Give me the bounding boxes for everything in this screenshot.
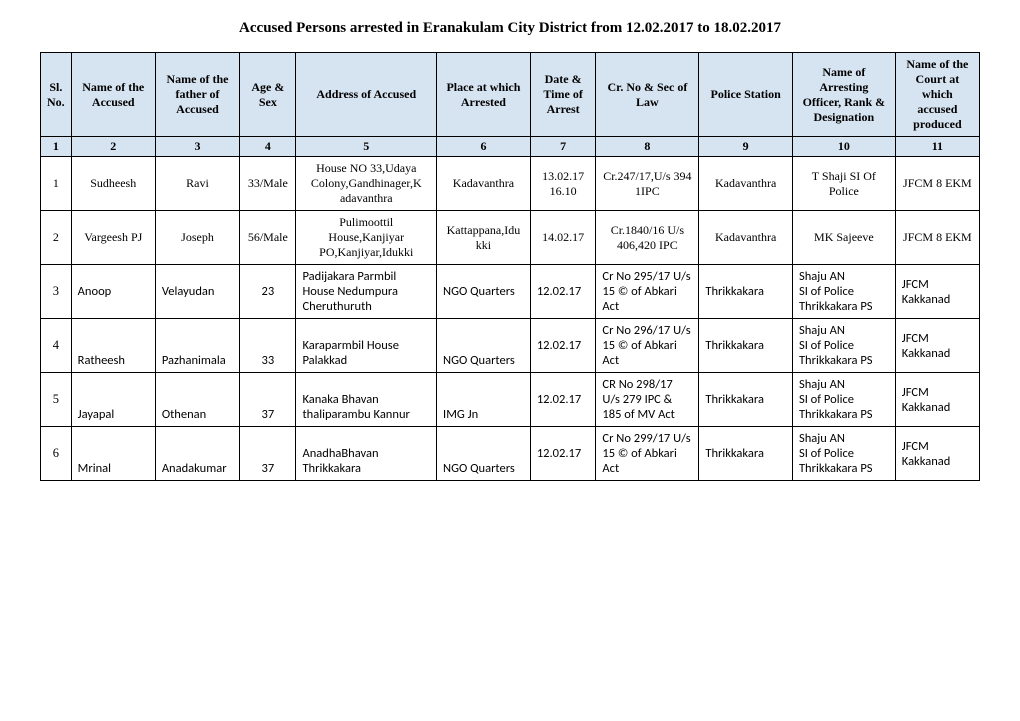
table-cell: 3 xyxy=(41,265,72,319)
colnum: 5 xyxy=(296,137,437,157)
table-cell: Kattappana,Idu kki xyxy=(437,211,531,265)
col-crno: Cr. No & Sec of Law xyxy=(596,53,699,137)
table-cell: 14.02.17 xyxy=(530,211,596,265)
table-cell: Ratheesh xyxy=(71,319,155,373)
colnum: 3 xyxy=(155,137,239,157)
table-cell: JFCM Kakkanad xyxy=(895,427,979,481)
col-officer: Name of Arresting Officer, Rank & Design… xyxy=(792,53,895,137)
colnum: 6 xyxy=(437,137,531,157)
table-cell: Joseph xyxy=(155,211,239,265)
table-cell: Shaju ANSI of Police Thrikkakara PS xyxy=(792,265,895,319)
table-cell: 12.02.17 xyxy=(530,427,596,481)
table-cell: Anoop xyxy=(71,265,155,319)
table-cell: Cr No 299/17 U/s 15 © of Abkari Act xyxy=(596,427,699,481)
table-cell: Jayapal xyxy=(71,373,155,427)
table-row: 4RatheeshPazhanimala33Karaparmbil House … xyxy=(41,319,980,373)
table-cell: Velayudan xyxy=(155,265,239,319)
col-name: Name of the Accused xyxy=(71,53,155,137)
table-cell: NGO Quarters xyxy=(437,265,531,319)
table-row: 1SudheeshRavi33/MaleHouse NO 33,Udaya Co… xyxy=(41,157,980,211)
page-title: Accused Persons arrested in Eranakulam C… xyxy=(40,20,980,37)
table-cell: JFCM Kakkanad xyxy=(895,265,979,319)
col-sl: Sl. No. xyxy=(41,53,72,137)
number-header-row: 1 2 3 4 5 6 7 8 9 10 11 xyxy=(41,137,980,157)
table-cell: 13.02.17 16.10 xyxy=(530,157,596,211)
table-cell: 23 xyxy=(240,265,296,319)
table-cell: Kadavanthra xyxy=(437,157,531,211)
col-place: Place at which Arrested xyxy=(437,53,531,137)
table-cell: 37 xyxy=(240,373,296,427)
table-cell: Thrikkakara xyxy=(699,265,793,319)
col-datetime: Date & Time of Arrest xyxy=(530,53,596,137)
colnum: 2 xyxy=(71,137,155,157)
table-cell: Othenan xyxy=(155,373,239,427)
table-cell: NGO Quarters xyxy=(437,319,531,373)
table-cell: Thrikkakara xyxy=(699,373,793,427)
col-court: Name of the Court at which accused produ… xyxy=(895,53,979,137)
table-cell: Cr.247/17,U/s 394 1IPC xyxy=(596,157,699,211)
arrest-table: Sl. No. Name of the Accused Name of the … xyxy=(40,52,980,481)
table-cell: Sudheesh xyxy=(71,157,155,211)
table-cell: Pulimoottil House,Kanjiyar PO,Kanjiyar,I… xyxy=(296,211,437,265)
colnum: 7 xyxy=(530,137,596,157)
table-cell: 2 xyxy=(41,211,72,265)
colnum: 9 xyxy=(699,137,793,157)
table-cell: Padijakara Parmbil House Nedumpura Cheru… xyxy=(296,265,437,319)
table-cell: CR No 298/17 U/s 279 IPC & 185 of MV Act xyxy=(596,373,699,427)
table-row: 3AnoopVelayudan23Padijakara Parmbil Hous… xyxy=(41,265,980,319)
table-cell: Cr.1840/16 U/s 406,420 IPC xyxy=(596,211,699,265)
table-cell: Cr No 295/17 U/s 15 © of Abkari Act xyxy=(596,265,699,319)
table-cell: NGO Quarters xyxy=(437,427,531,481)
table-cell: 33 xyxy=(240,319,296,373)
table-cell: Pazhanimala xyxy=(155,319,239,373)
col-station: Police Station xyxy=(699,53,793,137)
table-cell: Cr No 296/17 U/s 15 © of Abkari Act xyxy=(596,319,699,373)
colnum: 11 xyxy=(895,137,979,157)
header-row: Sl. No. Name of the Accused Name of the … xyxy=(41,53,980,137)
table-cell: Mrinal xyxy=(71,427,155,481)
table-cell: Kadavanthra xyxy=(699,211,793,265)
table-cell: Vargeesh PJ xyxy=(71,211,155,265)
table-cell: Thrikkakara xyxy=(699,319,793,373)
table-cell: AnadhaBhavan Thrikkakara xyxy=(296,427,437,481)
table-cell: 1 xyxy=(41,157,72,211)
table-cell: 12.02.17 xyxy=(530,319,596,373)
table-row: 5JayapalOthenan37Kanaka Bhavan thalipara… xyxy=(41,373,980,427)
table-cell: Thrikkakara xyxy=(699,427,793,481)
table-cell: Shaju ANSI of Police Thrikkakara PS xyxy=(792,427,895,481)
table-cell: Shaju ANSI of Police Thrikkakara PS xyxy=(792,373,895,427)
table-cell: Kanaka Bhavan thaliparambu Kannur xyxy=(296,373,437,427)
table-cell: MK Sajeeve xyxy=(792,211,895,265)
table-cell: JFCM Kakkanad xyxy=(895,319,979,373)
col-father: Name of the father of Accused xyxy=(155,53,239,137)
table-cell: JFCM 8 EKM xyxy=(895,211,979,265)
table-cell: 37 xyxy=(240,427,296,481)
table-cell: 12.02.17 xyxy=(530,373,596,427)
table-cell: JFCM Kakkanad xyxy=(895,373,979,427)
table-cell: Kadavanthra xyxy=(699,157,793,211)
table-cell: 33/Male xyxy=(240,157,296,211)
table-cell: Karaparmbil House Palakkad xyxy=(296,319,437,373)
table-cell: 5 xyxy=(41,373,72,427)
table-cell: Ravi xyxy=(155,157,239,211)
table-cell: Shaju ANSI of Police Thrikkakara PS xyxy=(792,319,895,373)
colnum: 10 xyxy=(792,137,895,157)
table-cell: Anadakumar xyxy=(155,427,239,481)
table-row: 6MrinalAnadakumar37AnadhaBhavan Thrikkak… xyxy=(41,427,980,481)
table-cell: 6 xyxy=(41,427,72,481)
table-cell: JFCM 8 EKM xyxy=(895,157,979,211)
table-cell: T Shaji SI Of Police xyxy=(792,157,895,211)
colnum: 1 xyxy=(41,137,72,157)
table-cell: 4 xyxy=(41,319,72,373)
colnum: 4 xyxy=(240,137,296,157)
table-cell: House NO 33,Udaya Colony,Gandhinager,K a… xyxy=(296,157,437,211)
table-cell: 56/Male xyxy=(240,211,296,265)
table-row: 2Vargeesh PJJoseph56/MalePulimoottil Hou… xyxy=(41,211,980,265)
col-address: Address of Accused xyxy=(296,53,437,137)
col-age: Age & Sex xyxy=(240,53,296,137)
colnum: 8 xyxy=(596,137,699,157)
table-cell: 12.02.17 xyxy=(530,265,596,319)
table-cell: IMG Jn xyxy=(437,373,531,427)
